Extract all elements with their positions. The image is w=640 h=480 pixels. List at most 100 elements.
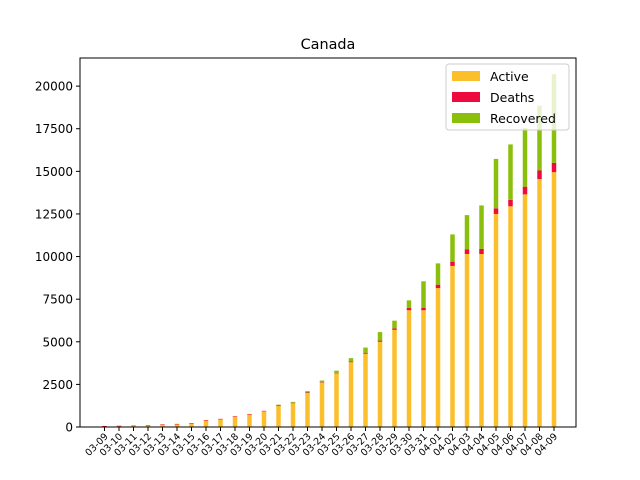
bar-deaths-03-12 (145, 425, 151, 426)
legend-label-active: Active (490, 69, 529, 84)
bar-recovered-04-07 (522, 127, 528, 187)
bar-deaths-03-13 (160, 424, 165, 425)
bar-deaths-03-31 (421, 307, 426, 311)
bar-active-03-16 (203, 420, 209, 427)
bar-active-03-26 (348, 362, 354, 427)
bar-recovered-03-24 (319, 380, 325, 383)
legend-swatch-active (452, 71, 480, 81)
bar-deaths-03-17 (218, 418, 223, 420)
bar-recovered-04-04 (479, 205, 484, 249)
bar-active-03-22 (290, 403, 296, 427)
y-tick-label: 0 (65, 421, 73, 435)
bar-active-03-21 (276, 405, 281, 427)
legend-label-deaths: Deaths (490, 90, 534, 105)
bar-active-04-08 (537, 179, 542, 427)
chart-title: Canada (301, 37, 356, 53)
bar-active-03-12 (145, 425, 151, 427)
legend-swatch-recovered (452, 113, 480, 123)
bar-recovered-03-27 (363, 347, 368, 353)
bar-recovered-04-01 (435, 263, 441, 285)
bar-recovered-03-25 (334, 370, 339, 373)
bar-recovered-03-26 (348, 358, 354, 362)
bar-deaths-03-23 (305, 392, 310, 393)
bar-active-03-13 (160, 424, 165, 427)
bar-active-03-27 (363, 353, 368, 427)
bar-active-04-06 (508, 206, 513, 427)
bar-deaths-03-29 (392, 328, 397, 330)
bar-recovered-03-21 (276, 404, 281, 406)
y-tick-label: 20000 (35, 80, 73, 94)
y-axis: 0 2500 5000 7500 10000 12500 15000 17500 20000 (35, 80, 80, 435)
plot-frame (79, 57, 577, 428)
bar-deaths-03-25 (334, 372, 339, 374)
bar-recovered-04-08 (537, 105, 542, 171)
y-tick-label: 15000 (35, 165, 73, 179)
bar-active-03-29 (392, 329, 397, 427)
y-tick-label: 5000 (42, 335, 73, 349)
bar-active-03-10 (116, 425, 122, 427)
bar-deaths-03-20 (261, 410, 267, 412)
bar-recovered-03-31 (421, 281, 426, 308)
bar-deaths-03-09 (102, 425, 107, 427)
bar-deaths-03-14 (174, 423, 180, 425)
bar-deaths-03-28 (377, 340, 383, 342)
bars-group (102, 74, 557, 427)
bar-active-03-24 (319, 382, 325, 427)
bar-active-03-25 (334, 373, 339, 427)
legend-label-recovered: Recovered (490, 111, 556, 126)
bar-deaths-04-06 (508, 199, 513, 207)
bar-recovered-03-28 (377, 332, 383, 341)
y-tick-label: 7500 (42, 293, 73, 307)
bar-deaths-03-24 (319, 382, 325, 383)
bar-active-04-01 (435, 288, 441, 427)
bar-active-04-07 (522, 194, 528, 427)
bar-active-03-28 (377, 341, 383, 427)
bar-deaths-04-01 (435, 284, 441, 289)
bar-active-03-17 (218, 418, 223, 427)
bar-deaths-03-18 (232, 416, 238, 417)
y-tick-label: 10000 (35, 250, 73, 264)
bar-recovered-04-03 (464, 215, 470, 250)
bar-active-03-30 (406, 310, 412, 427)
bar-deaths-04-04 (479, 248, 484, 254)
bar-recovered-03-29 (392, 320, 397, 329)
bar-deaths-03-19 (247, 414, 252, 415)
y-tick-label: 17500 (35, 122, 73, 136)
bar-active-04-05 (493, 213, 499, 427)
bar-deaths-04-03 (464, 249, 470, 254)
bar-active-03-09 (102, 425, 107, 427)
bar-deaths-03-26 (348, 361, 354, 363)
bar-active-03-11 (131, 425, 136, 427)
bar-deaths-04-07 (522, 186, 528, 195)
bar-deaths-03-16 (203, 420, 209, 421)
bar-deaths-03-22 (290, 402, 296, 404)
y-tick-label: 2500 (42, 378, 73, 392)
legend-swatch-deaths (452, 92, 480, 102)
bar-active-03-15 (189, 423, 194, 427)
bar-deaths-03-10 (116, 425, 122, 427)
bar-recovered-03-30 (406, 300, 412, 309)
bar-deaths-04-09 (551, 162, 557, 173)
y-tick-label: 12500 (35, 207, 73, 221)
bar-active-03-18 (232, 416, 238, 427)
bar-deaths-04-02 (450, 261, 455, 266)
bar-active-04-04 (479, 254, 484, 427)
bar-active-03-20 (261, 411, 267, 427)
legend: Active Deaths Recovered (445, 63, 570, 131)
bar-active-03-14 (174, 423, 180, 427)
bar-recovered-03-23 (305, 391, 310, 393)
bar-deaths-04-05 (493, 208, 499, 214)
bar-recovered-04-06 (508, 144, 513, 200)
bar-active-04-02 (450, 265, 455, 427)
x-axis: 03-0903-1003-1103-1203-1303-1403-1503-16… (83, 427, 560, 459)
bar-deaths-03-27 (363, 352, 368, 354)
bar-active-03-31 (421, 310, 426, 427)
bar-active-03-23 (305, 392, 310, 427)
bar-deaths-03-30 (406, 308, 412, 311)
bar-recovered-04-05 (493, 158, 499, 209)
bar-active-04-09 (551, 172, 557, 427)
bar-active-04-03 (464, 254, 470, 427)
bar-deaths-03-11 (131, 425, 136, 427)
bar-deaths-03-15 (189, 423, 194, 424)
